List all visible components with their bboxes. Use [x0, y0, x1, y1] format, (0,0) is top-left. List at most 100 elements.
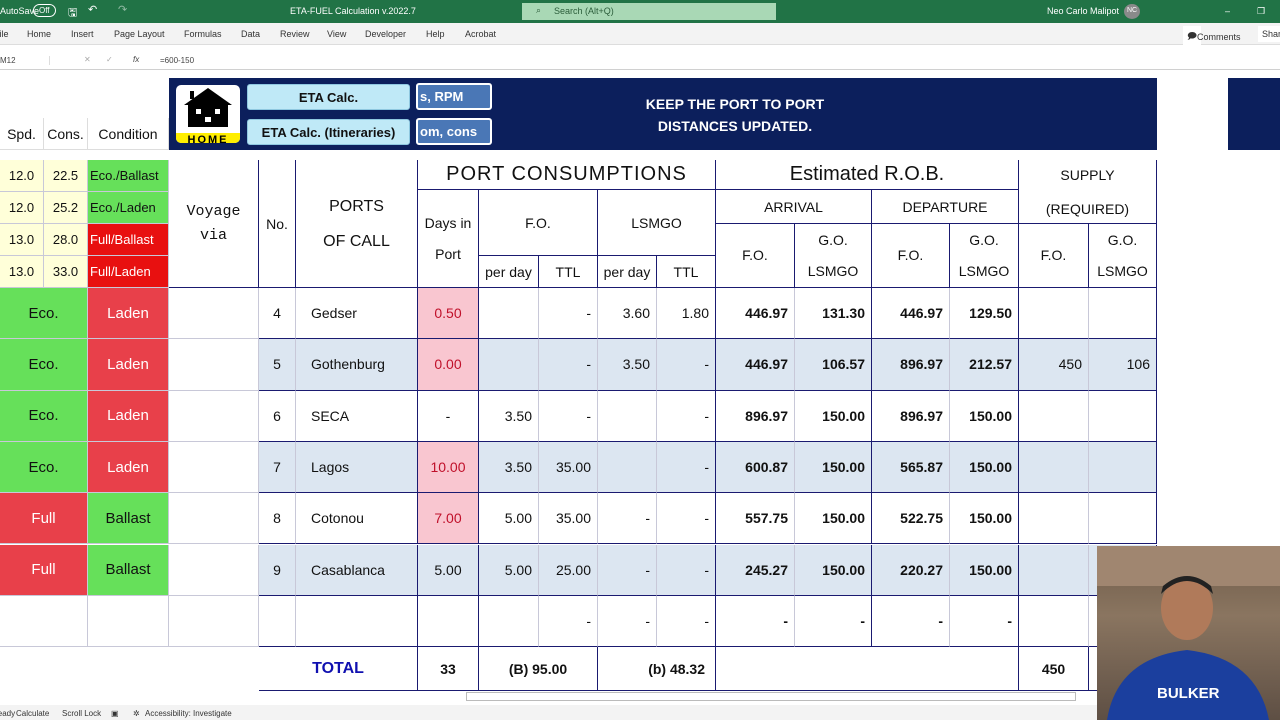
header-estimated-rob[interactable]: Estimated R.O.B.	[716, 160, 1019, 190]
arr-go-cell[interactable]: -	[795, 595, 872, 648]
cancel-icon[interactable]: ✕	[84, 55, 91, 64]
sup-fo-cell[interactable]	[1019, 288, 1089, 340]
load-condition-cell[interactable]: Laden	[88, 441, 169, 494]
mode-cell[interactable]: Full	[0, 493, 88, 545]
dep-fo-cell[interactable]: 446.97	[872, 288, 950, 340]
tab-formulas[interactable]: Formulas	[184, 29, 222, 39]
sup-fo-cell[interactable]	[1019, 390, 1089, 442]
voyage-via-cell[interactable]	[169, 390, 259, 442]
no-cell[interactable]: 8	[259, 493, 296, 545]
function-icon[interactable]: fx	[133, 55, 140, 64]
dep-go-cell[interactable]: -	[950, 595, 1019, 648]
port-cell[interactable]: Lagos	[296, 441, 418, 494]
header-per-day[interactable]: per day	[598, 256, 657, 288]
horizontal-scrollbar[interactable]	[466, 692, 1076, 701]
cons-button[interactable]: om, cons	[416, 118, 492, 145]
fo-ttl-cell[interactable]: -	[539, 595, 598, 648]
autosave-toggle[interactable]: Off	[33, 4, 56, 17]
port-cell[interactable]: Gothenburg	[296, 339, 418, 391]
days-cell[interactable]: 7.00	[418, 493, 479, 545]
sup-fo-cell[interactable]	[1019, 544, 1089, 596]
dep-fo-cell[interactable]: 220.27	[872, 544, 950, 596]
dep-go-cell[interactable]: 150.00	[950, 493, 1019, 545]
total-lsmgo[interactable]: (b) 48.32	[598, 647, 716, 691]
fo-ttl-cell[interactable]: 35.00	[539, 441, 598, 494]
load-condition-cell[interactable]: Laden	[88, 390, 169, 442]
arr-go-cell[interactable]: 106.57	[795, 339, 872, 391]
total-rob-blank[interactable]	[716, 647, 1019, 691]
condition-value[interactable]: Full/Laden	[88, 256, 169, 288]
dep-fo-cell[interactable]: 565.87	[872, 441, 950, 494]
restore-icon[interactable]: ❐	[1257, 6, 1266, 16]
cons-value[interactable]: 22.5	[44, 160, 88, 192]
tab-acrobat[interactable]: Acrobat	[465, 29, 497, 39]
ls-day-cell[interactable]: -	[598, 493, 657, 545]
dep-fo-cell[interactable]: 522.75	[872, 493, 950, 545]
dep-fo-cell[interactable]: 896.97	[872, 339, 950, 391]
dep-go-cell[interactable]: 129.50	[950, 288, 1019, 340]
tab-developer[interactable]: Developer	[365, 29, 407, 39]
tab-view[interactable]: View	[327, 29, 347, 39]
mode-cell[interactable]: Eco.	[0, 390, 88, 442]
dep-go-cell[interactable]: 150.00	[950, 390, 1019, 442]
eta-calc-button[interactable]: ETA Calc.	[247, 84, 410, 110]
load-condition-cell[interactable]: Ballast	[88, 544, 169, 596]
mode-cell[interactable]: Eco.	[0, 288, 88, 340]
voyage-via-cell[interactable]	[169, 544, 259, 596]
load-condition-cell[interactable]: Laden	[88, 339, 169, 391]
header-condition[interactable]: Condition	[88, 118, 169, 150]
no-cell[interactable]: 6	[259, 390, 296, 442]
no-cell[interactable]: 4	[259, 288, 296, 340]
mode-cell[interactable]: Eco.	[0, 441, 88, 494]
arr-go-cell[interactable]: 131.30	[795, 288, 872, 340]
header-spd[interactable]: Spd.	[0, 118, 44, 150]
load-condition-cell[interactable]: Laden	[88, 288, 169, 340]
voyage-via-cell[interactable]	[169, 441, 259, 494]
ls-day-cell[interactable]	[598, 441, 657, 494]
share-button[interactable]: Share	[1258, 26, 1280, 42]
arr-go-cell[interactable]: 150.00	[795, 441, 872, 494]
arr-fo-cell[interactable]: 600.87	[716, 441, 795, 494]
sup-fo-cell[interactable]	[1019, 493, 1089, 545]
voyage-via-cell[interactable]	[169, 339, 259, 391]
fo-ttl-cell[interactable]: 25.00	[539, 544, 598, 596]
cons-value[interactable]: 33.0	[44, 256, 88, 288]
sup-fo-cell[interactable]: 450	[1019, 339, 1089, 391]
tab-insert[interactable]: Insert	[71, 29, 94, 39]
header-go-lsmgo[interactable]: G.O. LSMGO	[950, 224, 1019, 288]
status-calculate[interactable]: Calculate	[16, 709, 50, 718]
load-condition-cell[interactable]	[88, 595, 169, 648]
voyage-via-cell[interactable]	[169, 595, 259, 648]
formula-input[interactable]: =600-150	[160, 56, 195, 65]
header-lsmgo[interactable]: LSMGO	[598, 190, 716, 256]
fo-day-cell[interactable]: 3.50	[479, 441, 539, 494]
speed-value[interactable]: 12.0	[0, 160, 44, 192]
total-days[interactable]: 33	[418, 647, 479, 691]
header-ttl[interactable]: TTL	[657, 256, 716, 288]
sup-go-cell[interactable]	[1089, 441, 1157, 494]
redo-icon[interactable]: ↷	[118, 4, 128, 16]
name-box[interactable]: M12	[0, 56, 50, 65]
arr-fo-cell[interactable]: 896.97	[716, 390, 795, 442]
speed-value[interactable]: 13.0	[0, 224, 44, 256]
no-cell[interactable]: 7	[259, 441, 296, 494]
home-button[interactable]: HOME	[176, 85, 240, 143]
header-ports-of-call[interactable]: PORTS OF CALL	[296, 160, 418, 288]
arr-fo-cell[interactable]: -	[716, 595, 795, 648]
arr-fo-cell[interactable]: 557.75	[716, 493, 795, 545]
sup-go-cell[interactable]	[1089, 493, 1157, 545]
mode-cell[interactable]: Full	[0, 544, 88, 596]
tab-help[interactable]: Help	[426, 29, 445, 39]
header-departure[interactable]: DEPARTURE	[872, 190, 1019, 224]
ls-day-cell[interactable]: 3.50	[598, 339, 657, 391]
voyage-via-cell[interactable]	[169, 493, 259, 545]
ls-ttl-cell[interactable]: -	[657, 339, 716, 391]
save-icon[interactable]: 🖫	[68, 7, 78, 19]
no-cell[interactable]: 5	[259, 339, 296, 391]
port-cell[interactable]: SECA	[296, 390, 418, 442]
no-cell[interactable]	[259, 595, 296, 648]
enter-icon[interactable]: ✓	[106, 55, 113, 64]
dep-go-cell[interactable]: 212.57	[950, 339, 1019, 391]
dep-fo-cell[interactable]: -	[872, 595, 950, 648]
days-cell[interactable]: 0.50	[418, 288, 479, 340]
